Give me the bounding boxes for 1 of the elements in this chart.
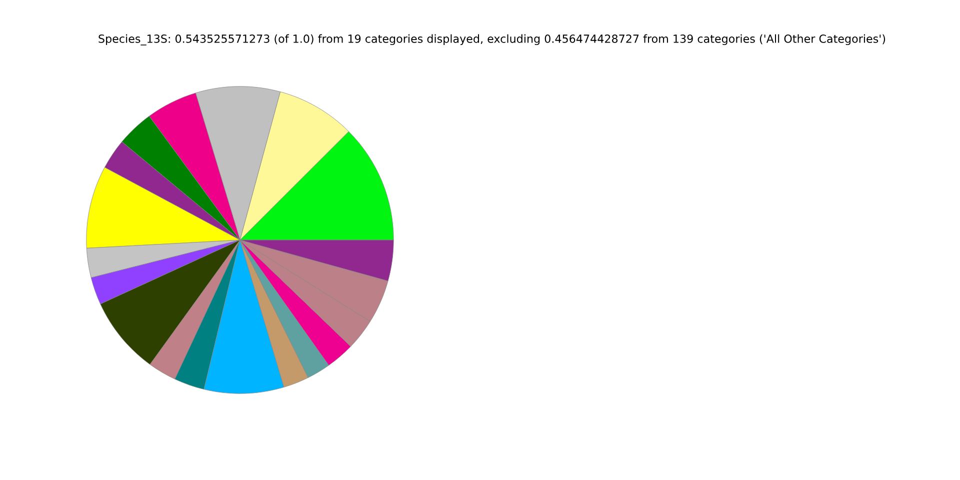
text: Species_13S: 0.543525571273 (of 1.0) from 19 categories displayed, excluding 0.456474428727 from 139 categories ('All Other Categories') [98,34,886,46]
